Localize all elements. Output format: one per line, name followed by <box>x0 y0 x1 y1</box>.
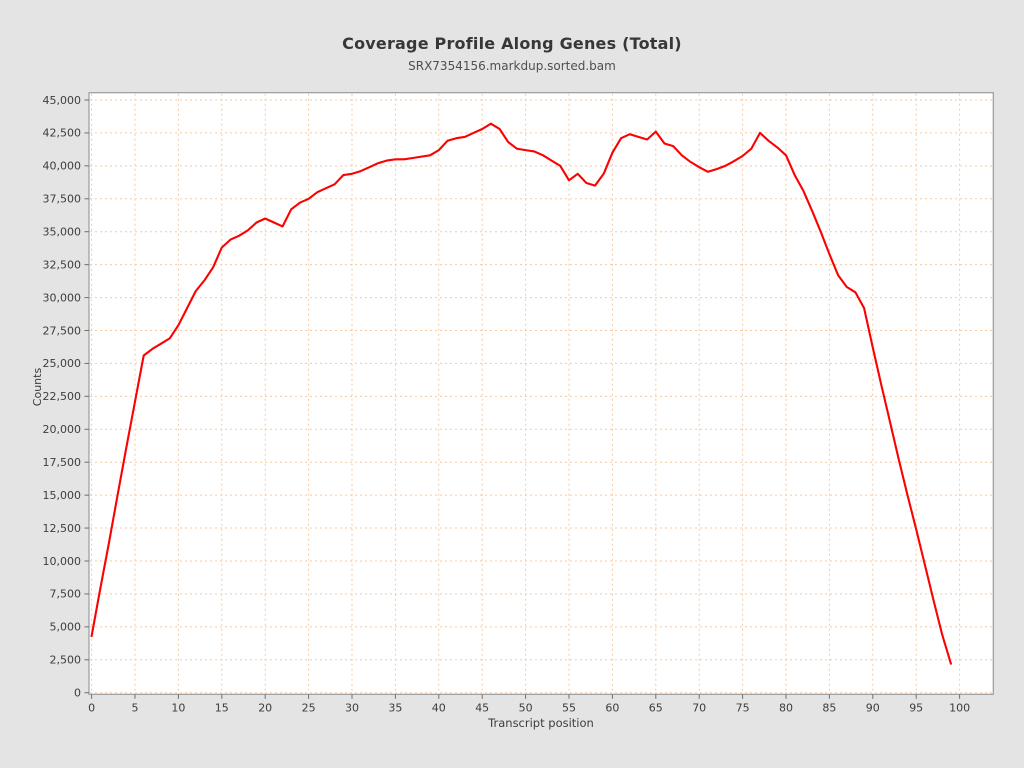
svg-text:45,000: 45,000 <box>43 94 82 107</box>
svg-text:70: 70 <box>692 702 706 715</box>
svg-text:60: 60 <box>605 702 619 715</box>
svg-text:17,500: 17,500 <box>43 456 82 469</box>
grid-lines <box>90 93 993 694</box>
svg-text:75: 75 <box>736 702 750 715</box>
chart-title: Coverage Profile Along Genes (Total) <box>342 34 682 53</box>
axis-ticks <box>84 99 961 699</box>
svg-text:25,000: 25,000 <box>43 357 82 370</box>
svg-text:50: 50 <box>519 702 533 715</box>
plot-area <box>88 92 994 695</box>
svg-text:100: 100 <box>949 702 970 715</box>
svg-text:37,500: 37,500 <box>43 193 82 206</box>
svg-text:20: 20 <box>258 702 272 715</box>
svg-text:5,000: 5,000 <box>50 621 82 634</box>
svg-text:10: 10 <box>171 702 185 715</box>
svg-text:55: 55 <box>562 702 576 715</box>
svg-text:5: 5 <box>132 702 139 715</box>
svg-text:25: 25 <box>302 702 316 715</box>
svg-text:20,000: 20,000 <box>43 423 82 436</box>
svg-text:2,500: 2,500 <box>50 654 82 667</box>
x-axis-label: Transcript position <box>488 716 594 730</box>
x-tick-labels: 0 5 10 15 20 25 30 35 40 45 50 55 60 65 70 75 80 85 90 95 10… <box>88 702 970 715</box>
svg-text:40,000: 40,000 <box>43 160 82 173</box>
svg-text:0: 0 <box>88 702 95 715</box>
svg-text:85: 85 <box>822 702 836 715</box>
svg-text:42,500: 42,500 <box>43 127 82 140</box>
svg-text:30: 30 <box>345 702 359 715</box>
svg-text:35: 35 <box>388 702 402 715</box>
svg-text:15: 15 <box>215 702 229 715</box>
svg-text:12,500: 12,500 <box>43 522 82 535</box>
svg-text:30,000: 30,000 <box>43 291 82 304</box>
chart-subtitle: SRX7354156.markdup.sorted.bam <box>408 59 616 73</box>
svg-text:10,000: 10,000 <box>43 555 82 568</box>
svg-text:95: 95 <box>909 702 923 715</box>
svg-text:80: 80 <box>779 702 793 715</box>
svg-text:40: 40 <box>432 702 446 715</box>
y-axis-label: Counts <box>31 367 44 407</box>
svg-text:32,500: 32,500 <box>43 258 82 271</box>
svg-text:90: 90 <box>866 702 880 715</box>
svg-text:35,000: 35,000 <box>43 226 82 239</box>
svg-text:22,500: 22,500 <box>43 390 82 403</box>
svg-text:27,500: 27,500 <box>43 324 82 337</box>
svg-text:45: 45 <box>475 702 489 715</box>
y-tick-labels: 0 2,500 5,000 7,500 10,000 12,500 15,000 17,500… <box>43 94 82 700</box>
coverage-line <box>90 122 952 665</box>
svg-text:7,500: 7,500 <box>50 588 82 601</box>
svg-text:0: 0 <box>74 687 81 700</box>
svg-text:15,000: 15,000 <box>43 489 82 502</box>
svg-text:65: 65 <box>649 702 663 715</box>
